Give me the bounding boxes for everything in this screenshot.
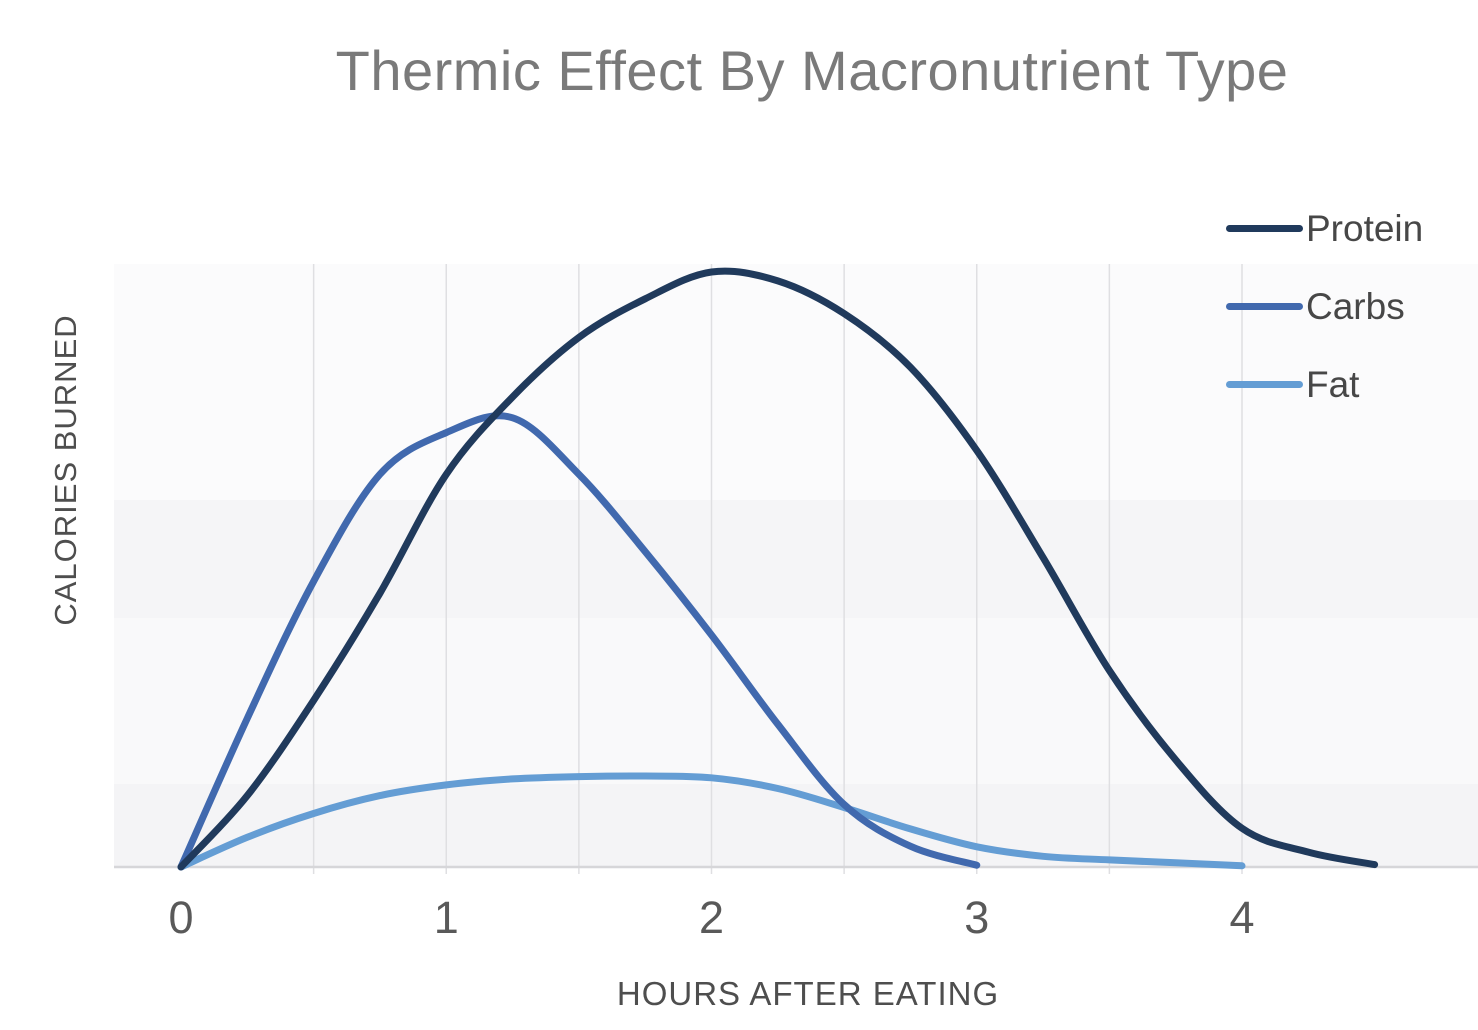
legend-item-fat: Fat [1226, 363, 1423, 405]
x-tick-label-1: 1 [433, 892, 459, 943]
x-axis-label: HOURS AFTER EATING [616, 975, 1000, 1012]
series-line-protein [177, 267, 1379, 871]
plot-background-band-2 [114, 618, 1478, 784]
x-tick-label-0: 0 [168, 892, 194, 943]
y-axis-label: CALORIES BURNED [48, 314, 83, 626]
legend-item-carbs: Carbs [1226, 285, 1423, 327]
series-line-fat [177, 772, 1246, 871]
legend: Protein Carbs Fat [1226, 207, 1424, 405]
legend-label-protein: Protein [1306, 207, 1424, 249]
x-tick-label-2: 2 [698, 892, 725, 943]
plot-background-band-3 [114, 784, 1478, 867]
series-line-carbs [177, 412, 981, 871]
legend-swatch-fat [1226, 381, 1303, 388]
chart-title: Thermic Effect By Macronutrient Type [335, 39, 1289, 102]
legend-label-carbs: Carbs [1306, 285, 1405, 327]
plot-background-band-1 [114, 500, 1478, 618]
x-tick-label-3: 3 [964, 892, 990, 943]
legend-label-fat: Fat [1306, 363, 1360, 405]
x-tick-label-4: 4 [1229, 892, 1255, 943]
legend-swatch-carbs [1226, 303, 1303, 310]
legend-item-protein: Protein [1226, 207, 1424, 249]
legend-swatch-protein [1226, 225, 1303, 232]
